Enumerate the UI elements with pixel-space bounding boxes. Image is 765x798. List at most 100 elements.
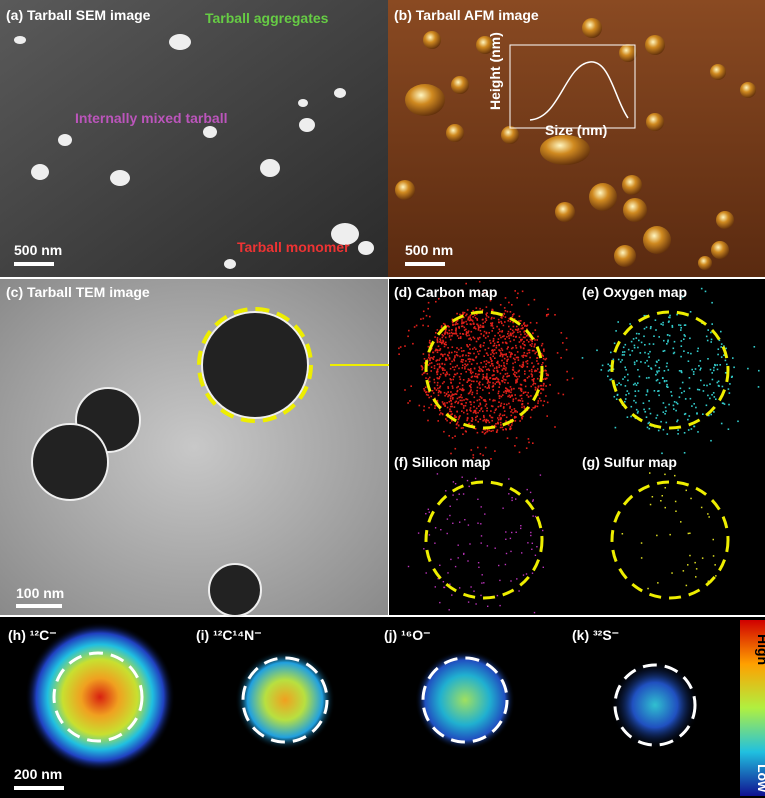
- annotation: Tarball monomer: [237, 239, 350, 255]
- map-dot: [462, 359, 465, 361]
- map-dot: [695, 576, 697, 578]
- map-dot: [491, 416, 494, 419]
- map-dot: [661, 377, 664, 379]
- map-dot: [688, 415, 691, 417]
- map-dot: [498, 344, 500, 347]
- map-dot: [607, 370, 610, 372]
- map-dot: [680, 327, 682, 329]
- map-dot: [675, 409, 677, 412]
- map-dot: [648, 376, 650, 379]
- map-dot: [452, 398, 454, 400]
- map-dot: [436, 359, 438, 361]
- map-dot: [503, 362, 505, 364]
- map-dot: [466, 417, 469, 420]
- map-dot: [486, 430, 488, 433]
- map-dot: [472, 371, 474, 374]
- map-dot: [481, 574, 483, 576]
- map-dot: [464, 430, 467, 432]
- map-dot: [504, 369, 507, 371]
- map-dot: [454, 350, 456, 353]
- map-dot: [477, 337, 479, 339]
- map-dot: [439, 601, 441, 604]
- map-dot: [680, 371, 683, 374]
- map-dot: [465, 333, 467, 336]
- map-dot: [505, 388, 508, 390]
- map-dot: [476, 399, 479, 402]
- map-dot: [458, 396, 460, 399]
- map-dot: [461, 399, 463, 402]
- map-dot: [520, 397, 523, 400]
- map-dot: [436, 384, 439, 387]
- map-dot: [649, 327, 652, 330]
- map-dot: [485, 332, 488, 335]
- map-dot: [471, 418, 474, 420]
- map-dot: [476, 380, 478, 383]
- map-dot: [494, 409, 497, 411]
- map-dot: [496, 361, 498, 364]
- map-dot: [500, 353, 502, 356]
- map-dot: [656, 361, 658, 363]
- map-dot: [499, 604, 501, 607]
- map-dot: [483, 400, 486, 402]
- map-dot: [670, 391, 672, 393]
- map-dot: [509, 320, 512, 323]
- map-dot: [421, 373, 424, 376]
- map-dot: [637, 410, 639, 413]
- map-dot: [709, 383, 711, 385]
- map-dot: [637, 346, 639, 349]
- map-dot: [462, 379, 465, 381]
- map-dot: [655, 417, 658, 419]
- map-dot: [443, 586, 446, 589]
- map-dot: [498, 366, 500, 368]
- map-dot: [454, 373, 457, 376]
- map-dot: [482, 373, 484, 376]
- map-dot: [448, 394, 450, 396]
- map-dot: [441, 333, 444, 336]
- map-dot: [667, 339, 669, 342]
- map-dot: [510, 580, 512, 582]
- map-dot: [720, 422, 723, 425]
- map-dot: [640, 361, 642, 363]
- map-dot: [522, 361, 525, 364]
- map-dot: [494, 399, 496, 402]
- map-dot: [439, 348, 442, 350]
- heatmap: [235, 650, 335, 750]
- map-dot: [648, 421, 651, 424]
- map-dot: [658, 370, 660, 372]
- map-dot: [497, 338, 500, 340]
- map-dot: [516, 297, 518, 299]
- map-dot: [495, 352, 498, 354]
- map-dot: [723, 345, 725, 347]
- map-dot: [518, 369, 520, 372]
- map-dot: [531, 362, 533, 364]
- map-dot: [488, 387, 490, 389]
- map-dot: [428, 391, 430, 393]
- map-dot: [485, 418, 488, 421]
- map-dot: [449, 514, 451, 517]
- map-dot: [536, 388, 539, 390]
- outline: [197, 307, 313, 423]
- map-dot: [524, 380, 527, 382]
- map-dot: [481, 378, 484, 380]
- map-dot: [493, 378, 495, 380]
- map-dot: [674, 474, 676, 477]
- map-dot: [488, 361, 490, 364]
- map-dot: [490, 360, 493, 363]
- map-dot: [684, 398, 687, 400]
- map-dot: [448, 334, 451, 337]
- map-dot: [506, 375, 508, 378]
- map-dot: [531, 370, 533, 373]
- map-dot: [509, 537, 512, 540]
- map-dot: [656, 534, 658, 537]
- map-dot: [435, 332, 437, 334]
- map-dot: [514, 445, 516, 447]
- map-dot: [636, 360, 638, 362]
- map-dot: [697, 431, 699, 433]
- map-dot: [644, 351, 646, 354]
- map-dot: [532, 379, 534, 381]
- map-dot: [521, 290, 524, 293]
- map-dot: [520, 394, 523, 397]
- map-dot: [510, 411, 512, 413]
- map-dot: [500, 417, 502, 419]
- map-dot: [501, 359, 503, 362]
